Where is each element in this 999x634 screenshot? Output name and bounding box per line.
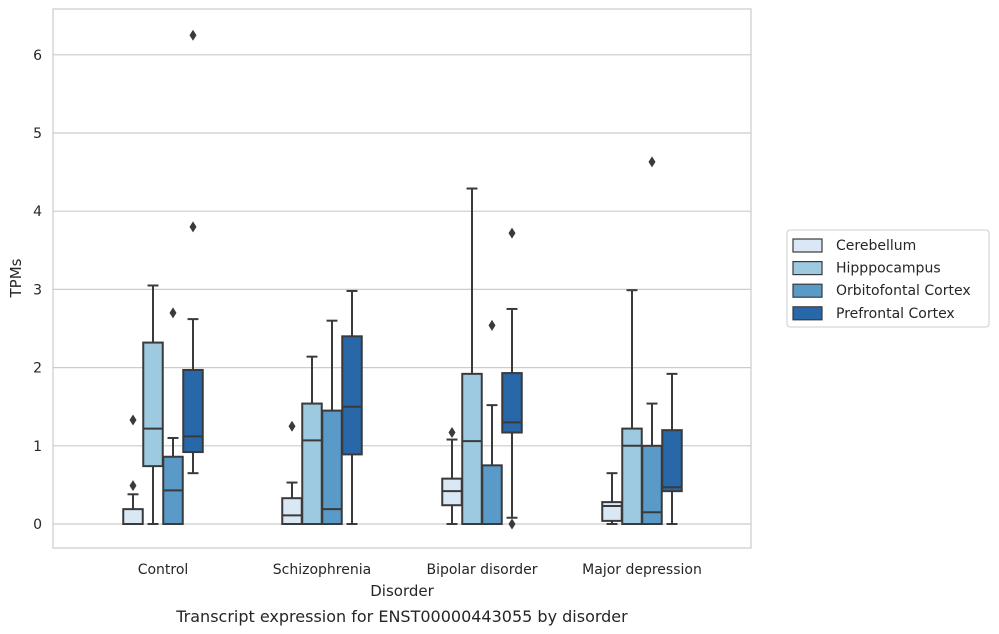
outlier-point	[648, 156, 656, 168]
y-tick-label: 1	[33, 439, 42, 455]
outlier-point	[189, 221, 197, 233]
box	[501, 372, 523, 434]
y-axis-title: TPMs	[7, 258, 25, 298]
x-tick-labels: Control Schizophrenia Bipolar disorder Majo…	[138, 562, 702, 578]
box	[481, 464, 503, 526]
legend-frame	[786, 229, 990, 328]
y-tick-label: 6	[33, 48, 42, 64]
legend: Cerebellum Hipppocampus Orbitofontal Corte…	[786, 229, 990, 328]
outlier-point	[169, 307, 177, 319]
y-tick-label: 0	[33, 517, 42, 533]
plot-frame	[52, 8, 752, 549]
box	[301, 402, 323, 525]
y-tick-labels: 0 1 2 3 4 5 6	[33, 48, 42, 533]
box	[621, 427, 643, 526]
box	[281, 497, 303, 525]
outlier-point	[508, 227, 516, 239]
box	[122, 508, 144, 525]
x-tick-label: Major depression	[582, 562, 702, 578]
legend-swatch	[792, 283, 823, 298]
box	[142, 341, 164, 468]
legend-label: Orbitofontal Cortex	[836, 283, 971, 299]
legend-label: Prefrontal Cortex	[836, 306, 955, 322]
y-tick-label: 4	[33, 204, 42, 220]
box	[341, 335, 363, 456]
outlier-point	[189, 29, 197, 41]
legend-swatch	[792, 306, 823, 321]
x-tick-label: Control	[138, 562, 189, 578]
y-tick-label: 3	[33, 282, 42, 298]
series-prefrontal-cortex	[182, 29, 683, 530]
outlier-point	[288, 420, 296, 432]
outlier-point	[508, 518, 516, 530]
chart-caption: Transcript expression for ENST0000044305…	[175, 607, 628, 626]
series-hipppocampus	[142, 187, 643, 526]
legend-label: Hipppocampus	[836, 261, 941, 277]
y-tick-label: 2	[33, 361, 42, 377]
outlier-point	[129, 414, 137, 426]
data-layer	[122, 29, 683, 530]
y-tick-label: 5	[33, 126, 42, 142]
x-tick-label: Schizophrenia	[273, 562, 371, 578]
box	[321, 409, 343, 525]
box	[661, 429, 683, 493]
series-cerebellum	[122, 414, 623, 525]
legend-label: Cerebellum	[836, 238, 916, 254]
outlier-point	[129, 480, 137, 492]
box	[601, 501, 623, 522]
legend-swatch	[792, 238, 823, 253]
x-tick-label: Bipolar disorder	[426, 562, 537, 578]
outlier-point	[488, 319, 496, 331]
outlier-point	[448, 427, 456, 439]
legend-swatch	[792, 261, 823, 276]
box	[182, 368, 204, 454]
series-orbitofontal-cortex	[162, 156, 663, 526]
box	[461, 372, 483, 525]
x-axis-title: Disorder	[370, 582, 434, 600]
